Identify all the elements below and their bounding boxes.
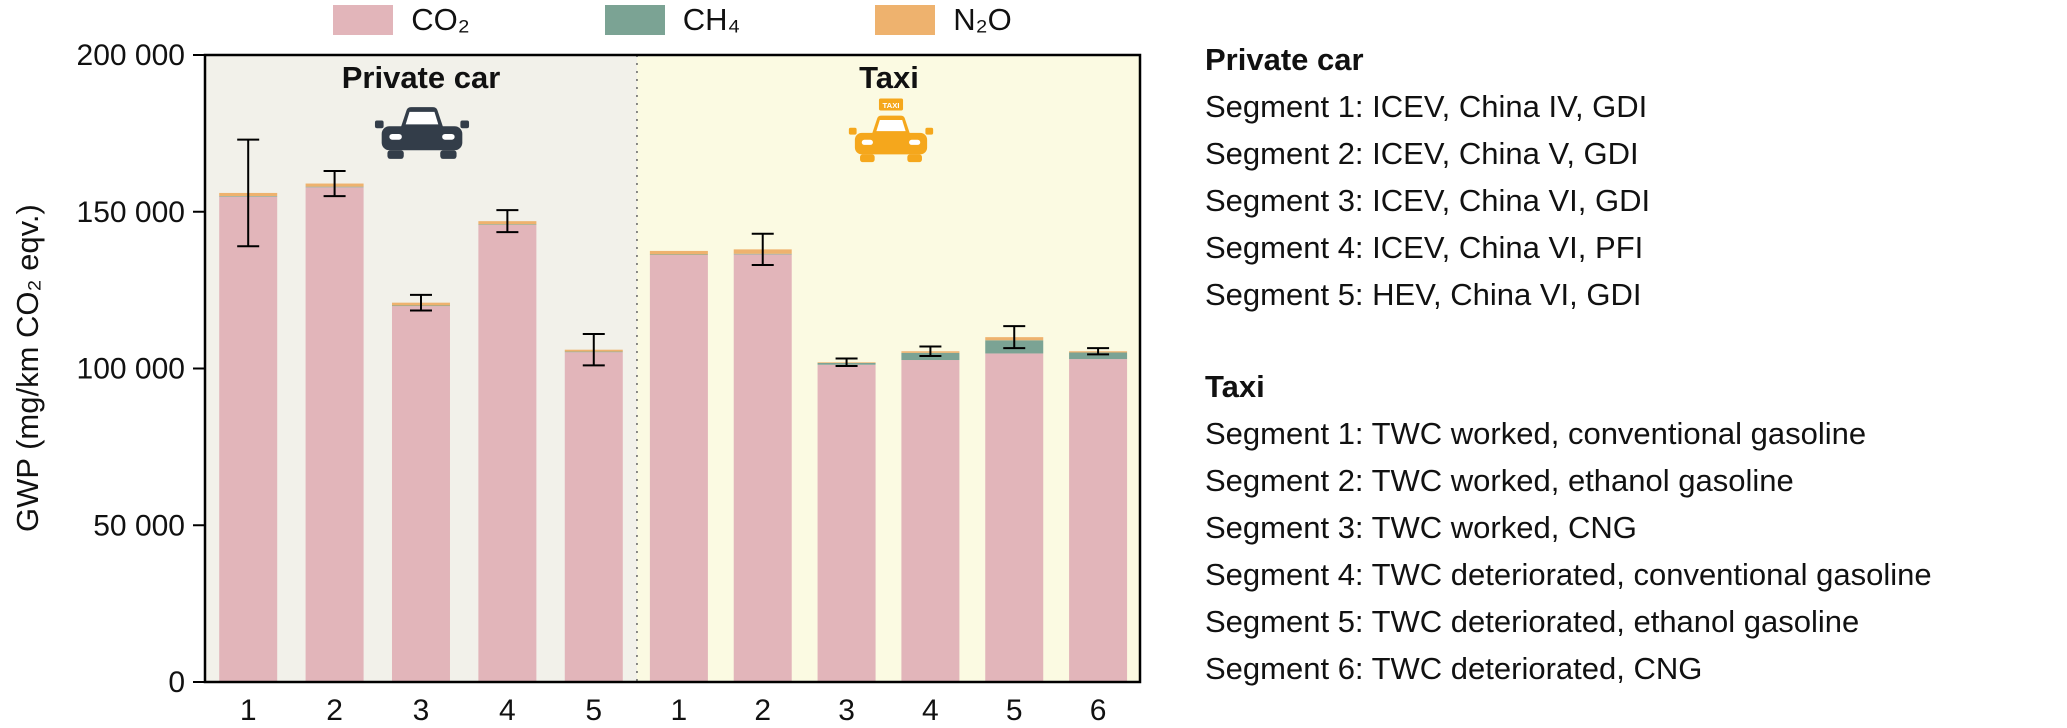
bar-segment-co2 xyxy=(985,353,1044,682)
bar-segment-co2 xyxy=(733,254,792,683)
x-tick-label: 1 xyxy=(240,694,257,727)
bar-segment-co2 xyxy=(649,255,708,682)
group-title-private-car: Private car xyxy=(341,60,501,95)
segment-line: Segment 3: TWC worked, CNG xyxy=(1205,510,1637,545)
segment-line: Segment 2: TWC worked, ethanol gasoline xyxy=(1205,463,1794,498)
segment-line: Segment 4: ICEV, China VI, PFI xyxy=(1205,230,1644,265)
plot-area: 1 2 3 4 5 1 2 3 4 5 6 0 50 000 100 000 150 000 200 000 xyxy=(77,39,1142,727)
segment-line: Segment 6: TWC deteriorated, CNG xyxy=(1205,651,1703,686)
segment-line: Segment 1: TWC worked, conventional gaso… xyxy=(1205,416,1867,451)
legend-item-ch4: CH₄ xyxy=(604,2,741,38)
y-tick-label: 200 000 xyxy=(77,39,185,72)
legend-label-n2o: N₂O xyxy=(953,2,1012,37)
bar-segment-co2 xyxy=(305,187,364,682)
x-tick-label: 5 xyxy=(1006,694,1023,727)
x-tick-label: 2 xyxy=(326,694,343,727)
x-tick-label: 1 xyxy=(671,694,688,727)
y-tick-label: 100 000 xyxy=(77,353,185,386)
panel-section-taxi: Taxi Segment 1: TWC worked, conventional… xyxy=(1205,363,2065,692)
y-tick-label: 150 000 xyxy=(77,196,185,229)
bar-segment-co2 xyxy=(901,360,960,682)
segment-line: Segment 1: ICEV, China IV, GDI xyxy=(1205,89,1648,124)
taxi-section-background xyxy=(636,55,1140,682)
x-tick-label: 4 xyxy=(499,694,516,727)
x-tick-label: 3 xyxy=(413,694,430,727)
bar-segment-co2 xyxy=(1069,359,1128,682)
x-tick-label: 2 xyxy=(754,694,771,727)
x-tick-label: 5 xyxy=(585,694,602,727)
group-title-taxi: Taxi xyxy=(859,60,919,95)
bar-segment-co2 xyxy=(564,352,623,682)
legend-swatch-ch4 xyxy=(604,5,665,35)
legend-label-ch4: CH₄ xyxy=(682,2,741,37)
panel-lines-private-car: Segment 1: ICEV, China IV, GDI Segment 2:… xyxy=(1205,83,2065,318)
plot-border xyxy=(203,53,1142,684)
y-tick-label: 0 xyxy=(168,666,185,699)
bar-segment-co2 xyxy=(391,306,450,682)
bar-segment-n2o xyxy=(649,250,708,255)
taxi-icon: TAXI xyxy=(848,98,934,163)
x-tick-label: 4 xyxy=(922,694,939,727)
segment-line: Segment 4: TWC deteriorated, conventiona… xyxy=(1205,557,1932,592)
legend-item-co2: CO₂ xyxy=(333,2,470,38)
bar-segment-ch4 xyxy=(649,254,708,256)
bar-segment-co2 xyxy=(219,196,278,682)
legend-label-co2: CO₂ xyxy=(411,2,470,37)
y-tick-label: 50 000 xyxy=(93,509,185,542)
panel-section-private-car: Private car Segment 1: ICEV, China IV, G… xyxy=(1205,36,2065,318)
legend-item-n2o: N₂O xyxy=(875,2,1012,38)
bar-segment-ch4 xyxy=(1069,352,1128,360)
x-tick-label: 3 xyxy=(838,694,855,727)
panel-title-private-car: Private car xyxy=(1205,42,1364,77)
panel-title-taxi: Taxi xyxy=(1205,369,1265,404)
taxi-sign-label: TAXI xyxy=(882,101,899,110)
segment-legend-panel: Private car Segment 1: ICEV, China IV, G… xyxy=(1205,36,2065,692)
x-tick-label: 6 xyxy=(1090,694,1107,727)
legend: CO₂ CH₄ N₂O xyxy=(205,2,1140,38)
panel-lines-taxi: Segment 1: TWC worked, conventional gaso… xyxy=(1205,410,2065,692)
legend-swatch-n2o xyxy=(875,5,936,35)
car-icon xyxy=(374,107,470,159)
segment-line: Segment 2: ICEV, China V, GDI xyxy=(1205,136,1639,171)
bar-segment-co2 xyxy=(478,224,537,683)
segment-line: Segment 5: HEV, China VI, GDI xyxy=(1205,277,1642,312)
segment-line: Segment 3: ICEV, China VI, GDI xyxy=(1205,183,1651,218)
segment-line: Segment 5: TWC deteriorated, ethanol gas… xyxy=(1205,604,1860,639)
legend-swatch-co2 xyxy=(333,5,394,35)
bar-segment-co2 xyxy=(817,364,876,682)
